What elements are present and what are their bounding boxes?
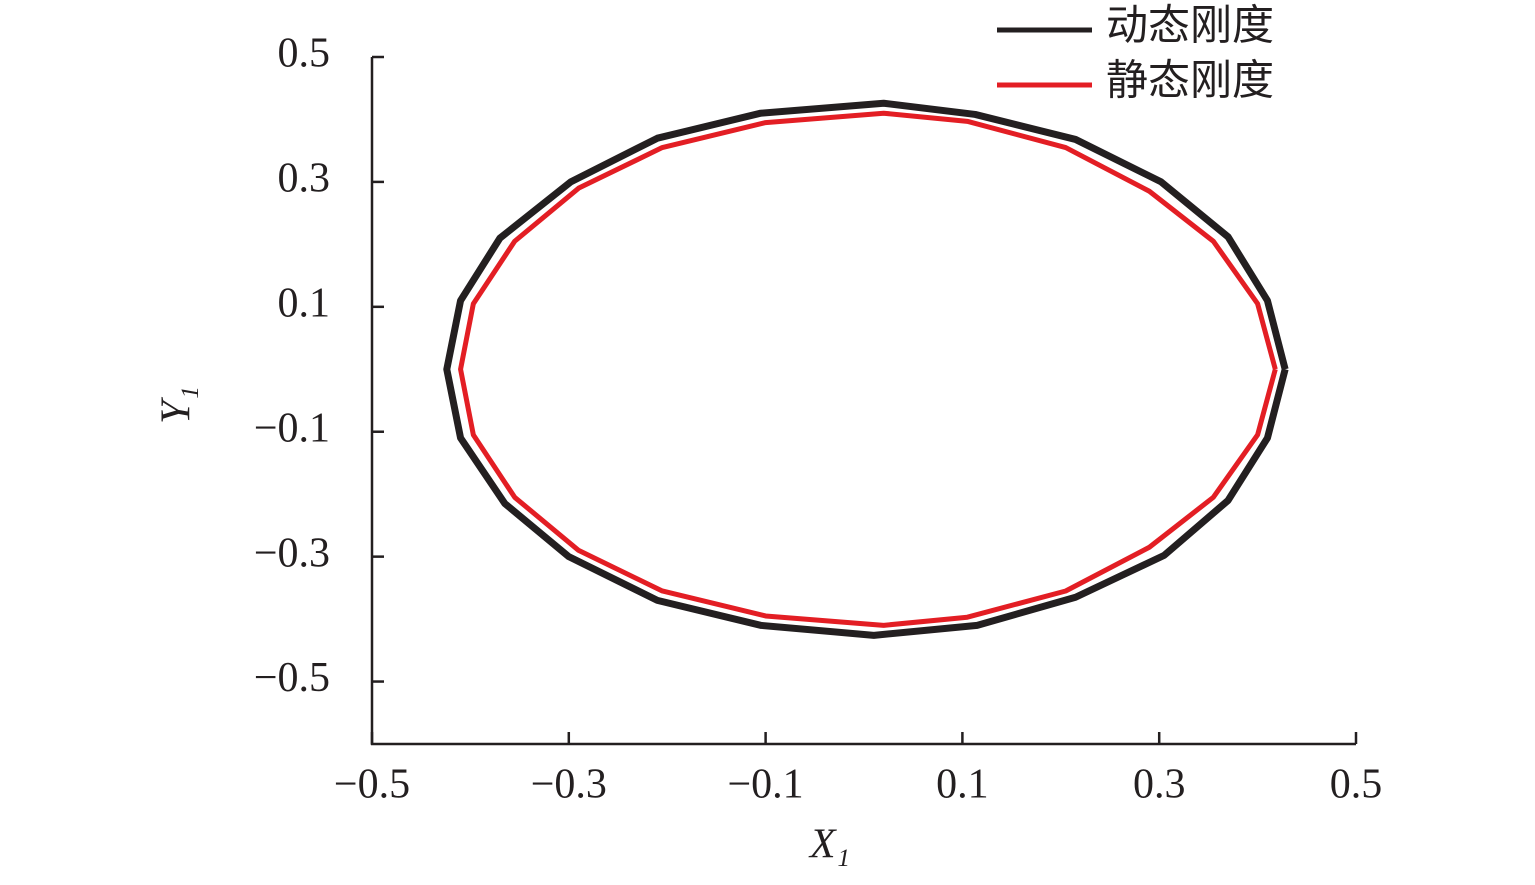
series-line xyxy=(458,110,1278,628)
y-tick-label: 0.1 xyxy=(278,280,331,326)
x-tick-label: −0.1 xyxy=(728,762,804,808)
x-tick-label: 0.5 xyxy=(1330,762,1383,808)
series-line xyxy=(443,99,1289,639)
y-tick-label: 0.3 xyxy=(278,156,331,202)
y-tick-label: −0.5 xyxy=(254,655,330,701)
legend-label: 动态刚度 xyxy=(1106,4,1274,50)
y-axis-label: Y₁ xyxy=(154,386,200,424)
y-tick-label: 0.5 xyxy=(278,31,331,77)
x-axis-label: X₁ xyxy=(808,822,850,868)
y-tick-label: −0.3 xyxy=(254,530,330,576)
x-tick-label: 0.3 xyxy=(1133,762,1186,808)
y-tick-label: −0.1 xyxy=(254,405,330,451)
legend-label: 静态刚度 xyxy=(1106,59,1274,105)
x-tick-label: 0.1 xyxy=(936,762,989,808)
x-tick-label: −0.5 xyxy=(334,762,410,808)
x-tick-label: −0.3 xyxy=(531,762,607,808)
